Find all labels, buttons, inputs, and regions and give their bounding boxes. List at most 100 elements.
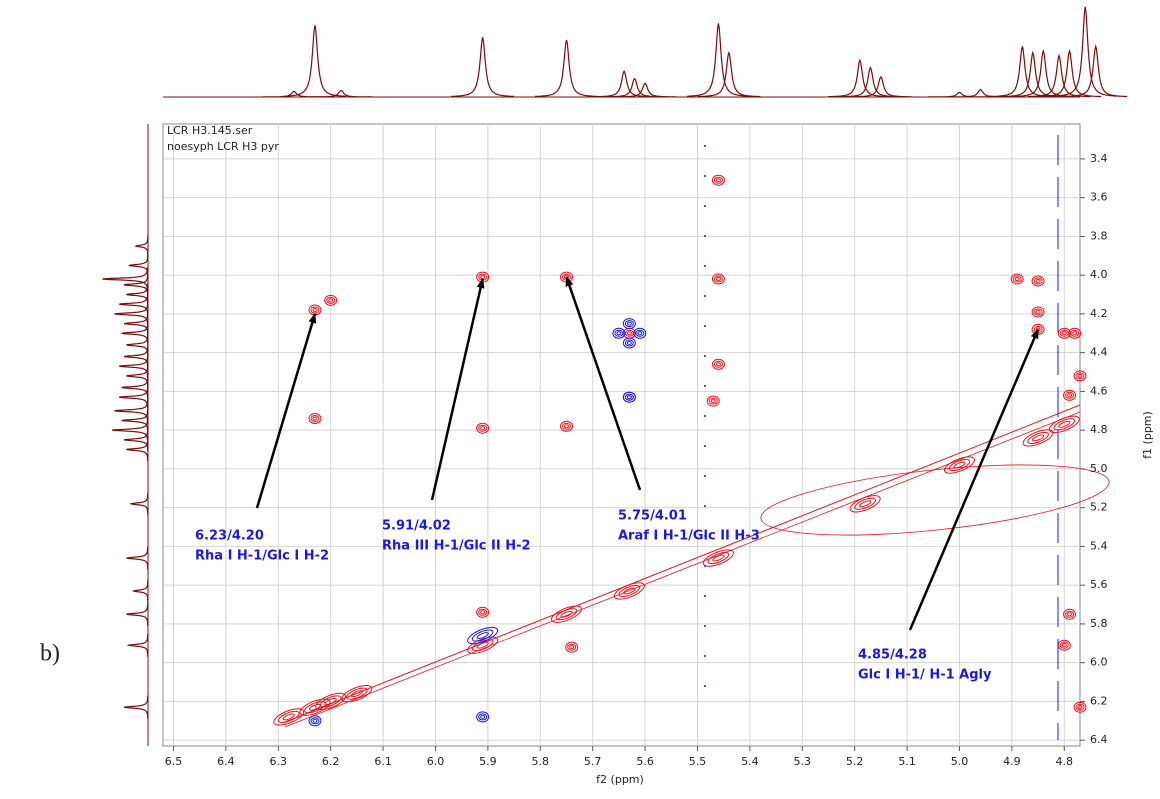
contour-ring bbox=[1010, 273, 1024, 285]
f2-projection-peak bbox=[928, 91, 991, 98]
cross-peak bbox=[1073, 370, 1087, 382]
contour-ring bbox=[633, 327, 647, 339]
contour-ring bbox=[315, 692, 347, 711]
contour-ring bbox=[715, 277, 721, 282]
contour-ring bbox=[476, 711, 490, 723]
contour-ring bbox=[350, 690, 363, 698]
contour-ring bbox=[711, 174, 725, 186]
contour-ring bbox=[567, 643, 577, 651]
annotation-arrow bbox=[255, 312, 317, 509]
f1-projection-peak bbox=[129, 492, 149, 516]
cross-peak bbox=[711, 358, 725, 370]
panel-label: b) bbox=[40, 641, 60, 667]
contour-ring bbox=[706, 395, 720, 407]
annotation-label: Glc I H-1/ H-1 Agly bbox=[858, 668, 992, 683]
contour-ring bbox=[624, 320, 634, 328]
cross-peak bbox=[1010, 273, 1024, 285]
contour-ring bbox=[1073, 370, 1087, 382]
x-tick-label: 6.4 bbox=[217, 755, 235, 768]
f2-projection-peak bbox=[451, 37, 515, 97]
x-tick-label: 5.7 bbox=[584, 755, 602, 768]
annotation-shift: 6.23/4.20 bbox=[195, 529, 264, 544]
contour-ring bbox=[713, 176, 723, 184]
diagonal-ridge bbox=[284, 404, 1081, 723]
x-tick-label: 5.0 bbox=[951, 755, 969, 768]
y-tick-label: 6.4 bbox=[1090, 733, 1108, 746]
contour-ring bbox=[711, 358, 725, 370]
cross-peak bbox=[1031, 306, 1045, 318]
contour-ring bbox=[324, 294, 338, 306]
contour-ring bbox=[1070, 329, 1080, 337]
cross-peak bbox=[612, 327, 626, 339]
contour-ring bbox=[637, 331, 643, 336]
y-tick-label: 3.8 bbox=[1090, 229, 1108, 242]
y-tick-label: 4.6 bbox=[1090, 384, 1108, 397]
contour-ring bbox=[480, 426, 486, 431]
f1-projection-peak bbox=[131, 579, 149, 603]
contour-ring bbox=[1067, 612, 1073, 617]
contour-ring bbox=[614, 329, 624, 337]
contour-ring bbox=[953, 461, 966, 469]
contour-ring bbox=[1059, 641, 1069, 649]
experiment: noesyph LCR H3 pyr bbox=[167, 140, 279, 153]
contour-ring bbox=[1077, 705, 1083, 710]
cross-peak bbox=[467, 626, 499, 645]
contour-ring bbox=[622, 318, 636, 330]
f2-projection-peak bbox=[697, 50, 761, 98]
contour-ring bbox=[308, 413, 322, 425]
annotation-shift: 4.85/4.28 bbox=[858, 648, 927, 663]
f1-projection-peak bbox=[123, 695, 149, 719]
contour-ring bbox=[478, 713, 488, 721]
contour-ring bbox=[622, 337, 636, 349]
f1-projection-peak bbox=[114, 399, 149, 423]
contour-ring bbox=[273, 708, 305, 726]
contour-ring bbox=[1033, 277, 1043, 285]
contour-ring bbox=[1027, 431, 1049, 444]
y-tick-label: 3.4 bbox=[1090, 152, 1108, 165]
contour-ring bbox=[478, 424, 488, 432]
contour-ring bbox=[1031, 306, 1045, 318]
contour-ring bbox=[711, 273, 725, 285]
contour-ring bbox=[623, 587, 636, 595]
contour-ring bbox=[565, 641, 579, 653]
contour-ring bbox=[1065, 391, 1075, 399]
f2-projection-peak bbox=[1038, 48, 1101, 98]
contour-ring bbox=[708, 397, 718, 405]
y-tick-label: 6.2 bbox=[1090, 694, 1108, 707]
contour-ring bbox=[1053, 418, 1076, 431]
f1-projection-peak bbox=[123, 312, 149, 336]
cross-peak bbox=[315, 692, 347, 711]
contour-ring bbox=[561, 422, 571, 430]
contour-ring bbox=[715, 178, 721, 183]
cross-peak bbox=[1057, 639, 1071, 651]
contour-ring bbox=[471, 639, 494, 652]
contour-ring bbox=[1061, 643, 1067, 648]
contour-ring bbox=[1033, 308, 1043, 316]
x-tick-label: 5.6 bbox=[636, 755, 654, 768]
contour-ring bbox=[1075, 372, 1085, 380]
contour-ring bbox=[1058, 420, 1071, 428]
y-axis-label: f1 (ppm) bbox=[1141, 411, 1154, 459]
x-tick-label: 5.3 bbox=[794, 755, 812, 768]
y-tick-label: 5.0 bbox=[1090, 462, 1108, 475]
cross-peak bbox=[1063, 389, 1077, 401]
contour-ring bbox=[622, 391, 636, 403]
y-tick-label: 5.2 bbox=[1090, 501, 1108, 514]
diagonal-ridge bbox=[284, 411, 1081, 728]
y-tick-label: 5.4 bbox=[1090, 539, 1108, 552]
cross-peak bbox=[622, 337, 636, 349]
x-tick-label: 6.3 bbox=[270, 755, 288, 768]
contour-ring bbox=[612, 327, 626, 339]
contour-ring bbox=[299, 698, 331, 716]
contour-ring bbox=[326, 296, 336, 304]
contour-ring bbox=[626, 331, 632, 336]
f2-projection-peak bbox=[686, 23, 750, 97]
f1-projection-peak bbox=[121, 375, 149, 400]
cross-peak bbox=[1063, 608, 1077, 620]
contour-ring bbox=[480, 714, 486, 719]
x-tick-label: 4.9 bbox=[1003, 755, 1021, 768]
f1-projection-peak bbox=[126, 437, 149, 462]
y-tick-label: 5.6 bbox=[1090, 578, 1108, 591]
contour-ring bbox=[308, 715, 322, 727]
